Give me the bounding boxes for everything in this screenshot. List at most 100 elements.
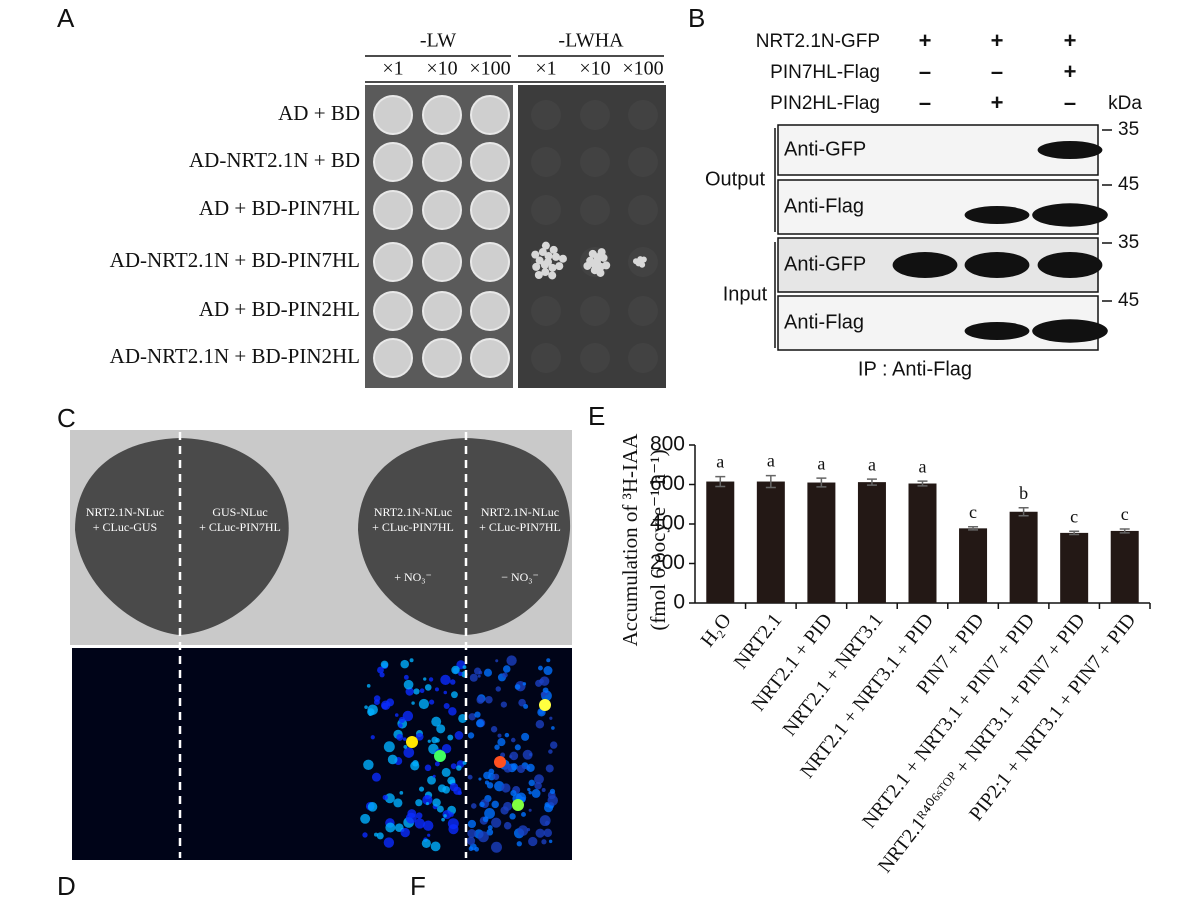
sign: – — [991, 59, 1003, 84]
signal-spot — [400, 659, 409, 669]
signal-spot — [506, 655, 517, 666]
strain-label: AD + BD-PIN7HL — [199, 196, 360, 220]
band — [964, 322, 1030, 340]
signal-spot — [448, 707, 457, 716]
colony — [470, 291, 510, 331]
signal-spot — [425, 802, 430, 806]
signal-spot — [366, 684, 371, 688]
signal-spot — [535, 828, 545, 838]
group-label: Output — [705, 168, 765, 190]
signal-spot — [363, 759, 374, 771]
treatment-label: − NO₃⁻ — [501, 570, 539, 584]
colony — [596, 268, 605, 277]
sign: – — [1064, 90, 1076, 115]
signal-spot — [551, 726, 555, 730]
bar — [959, 528, 988, 603]
signal-spot — [431, 716, 442, 727]
signal-spot — [516, 841, 522, 847]
colony — [532, 262, 541, 271]
signal-spot — [443, 690, 448, 695]
signal-spot — [477, 831, 489, 843]
signal-spot — [424, 794, 429, 800]
dilution-label: ×100 — [469, 58, 510, 80]
bar — [807, 482, 836, 603]
signal-spot — [522, 749, 533, 760]
significance-letter: a — [716, 452, 724, 472]
signal-spot — [492, 773, 500, 780]
signal-spot — [491, 841, 502, 853]
signal-spot — [540, 691, 546, 697]
signal-spot — [418, 786, 425, 792]
signal-spot — [510, 790, 517, 797]
faint-spot — [580, 147, 610, 177]
significance-letter: a — [767, 451, 775, 471]
significance-letter: b — [1019, 483, 1028, 503]
signal-spot — [427, 739, 431, 743]
colony — [422, 95, 462, 135]
band — [1032, 319, 1108, 343]
faint-spot — [580, 100, 610, 130]
faint-spot — [628, 195, 658, 225]
signal-spot — [436, 805, 444, 813]
signal-spot — [502, 672, 508, 678]
colony — [538, 248, 547, 257]
signal-spot — [476, 696, 485, 704]
significance-letter: c — [1070, 506, 1078, 526]
faint-spot — [531, 147, 561, 177]
colony — [583, 261, 592, 270]
signal-spot — [514, 744, 521, 751]
antibody-label: Anti-Flag — [784, 311, 864, 333]
construct-label: NRT2.1N-GFP — [756, 31, 880, 52]
y-axis-label: Accumulation of ³H-IAA — [618, 433, 642, 647]
sign: – — [919, 90, 931, 115]
marker-label: 35 — [1118, 232, 1139, 253]
signal-spot — [402, 710, 414, 722]
colony — [373, 142, 413, 182]
strain-label: AD + BD-PIN2HL — [199, 297, 360, 321]
signal-spot — [521, 811, 526, 817]
colony — [602, 261, 611, 270]
faint-spot — [628, 147, 658, 177]
signal-spot — [482, 816, 489, 823]
signal-spot — [458, 671, 463, 677]
signal-spot — [418, 698, 430, 710]
signal-spot — [535, 719, 545, 729]
colony — [422, 338, 462, 378]
signal-spot — [440, 674, 451, 686]
signal-spot — [393, 798, 403, 808]
band — [892, 252, 958, 278]
faint-spot — [531, 296, 561, 326]
signal-spot — [546, 658, 551, 663]
significance-letter: a — [868, 454, 876, 474]
error-bar — [968, 526, 979, 531]
signal-spot — [449, 782, 459, 792]
band — [1037, 141, 1103, 159]
signal-spot — [469, 673, 478, 682]
signal-spot — [503, 764, 512, 773]
signal-spot — [467, 819, 477, 829]
construct-label: + CLuc-GUS — [93, 520, 157, 534]
medium-label: -LW — [420, 30, 456, 52]
signal-spot — [502, 665, 511, 673]
panel-letter: B — [688, 3, 705, 33]
sign: + — [919, 28, 932, 53]
bar — [756, 481, 785, 603]
signal-spot — [528, 836, 538, 847]
sign: + — [991, 90, 1004, 115]
error-bar — [816, 477, 827, 488]
signal-spot — [457, 790, 462, 796]
signal-spot — [419, 688, 425, 694]
error-bar — [917, 480, 928, 487]
signal-spot — [382, 794, 388, 801]
signal-spot — [471, 803, 477, 809]
signal-spot — [490, 726, 498, 733]
signal-spot — [409, 658, 414, 663]
signal-spot — [467, 774, 473, 780]
signal-spot — [447, 734, 454, 741]
colony — [422, 291, 462, 331]
signal-spot — [456, 765, 462, 771]
signal-spot — [550, 741, 558, 749]
faint-spot — [628, 343, 658, 373]
construct-label: + CLuc-PIN7HL — [479, 520, 561, 534]
